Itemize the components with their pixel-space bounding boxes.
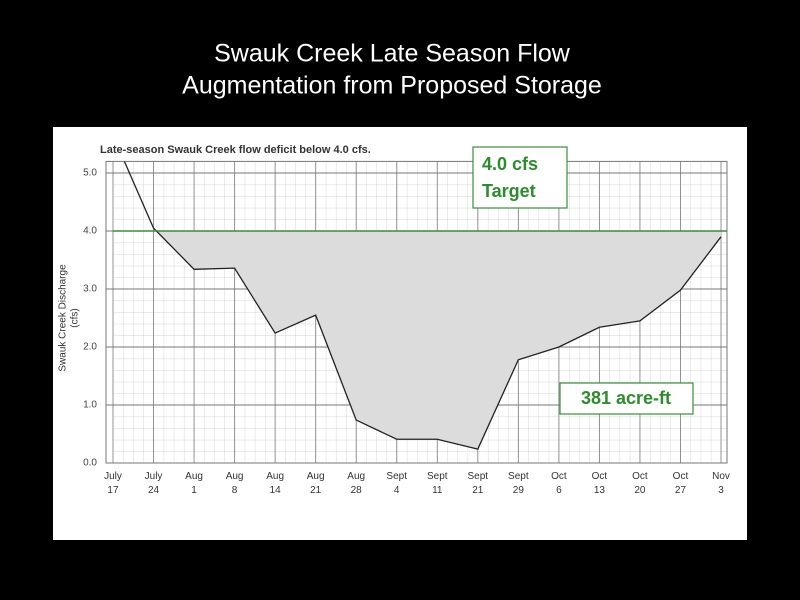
x-tick-label: Nov 3	[712, 471, 730, 496]
x-tick-label: Sept 4	[386, 471, 408, 496]
y-tick-label: 2.0	[83, 342, 97, 353]
y-tick-label: 0.0	[83, 458, 97, 469]
annotation-text: Target	[482, 181, 536, 201]
x-tick-label: Aug 28	[347, 471, 366, 496]
flow-line	[123, 161, 722, 450]
plot-frame	[105, 160, 728, 464]
x-tick-label: Oct 27	[672, 471, 689, 496]
x-tick-label: Oct 6	[551, 471, 567, 496]
x-tick-label: July 24	[144, 471, 163, 496]
x-tick-label: July 17	[104, 471, 122, 496]
slide-title-line: Augmentation from Proposed Storage	[182, 72, 602, 100]
y-axis-label: Swauk Creek Discharge	[58, 264, 69, 372]
x-tick-label: Aug 1	[185, 471, 203, 496]
y-tick-label: 1.0	[83, 400, 97, 411]
y-tick-label: 4.0	[83, 226, 97, 237]
annotation-box	[472, 146, 568, 209]
x-tick-label: Aug 8	[225, 471, 244, 496]
annotation-text: 381 acre-ft	[581, 388, 671, 408]
x-tick-label: Aug 21	[306, 471, 325, 496]
y-tick-label: 5.0	[83, 168, 97, 179]
x-tick-label: Sept 21	[467, 471, 489, 496]
annotation-box	[559, 382, 694, 415]
x-tick-label: Aug 14	[266, 471, 285, 496]
deficit-area	[156, 231, 721, 450]
y-tick-label: 3.0	[83, 284, 97, 295]
annotation-text: 4.0 cfs	[482, 154, 538, 174]
chart-title: Late-season Swauk Creek flow deficit bel…	[100, 144, 371, 156]
x-tick-label: Sept 11	[426, 471, 448, 496]
x-tick-label: Oct 13	[591, 471, 608, 496]
slide-title-line: Swauk Creek Late Season Flow	[214, 40, 571, 68]
x-tick-label: Sept 29	[508, 471, 529, 496]
y-axis-unit: (cfs)	[70, 308, 81, 327]
x-tick-label: Oct 20	[632, 471, 648, 496]
